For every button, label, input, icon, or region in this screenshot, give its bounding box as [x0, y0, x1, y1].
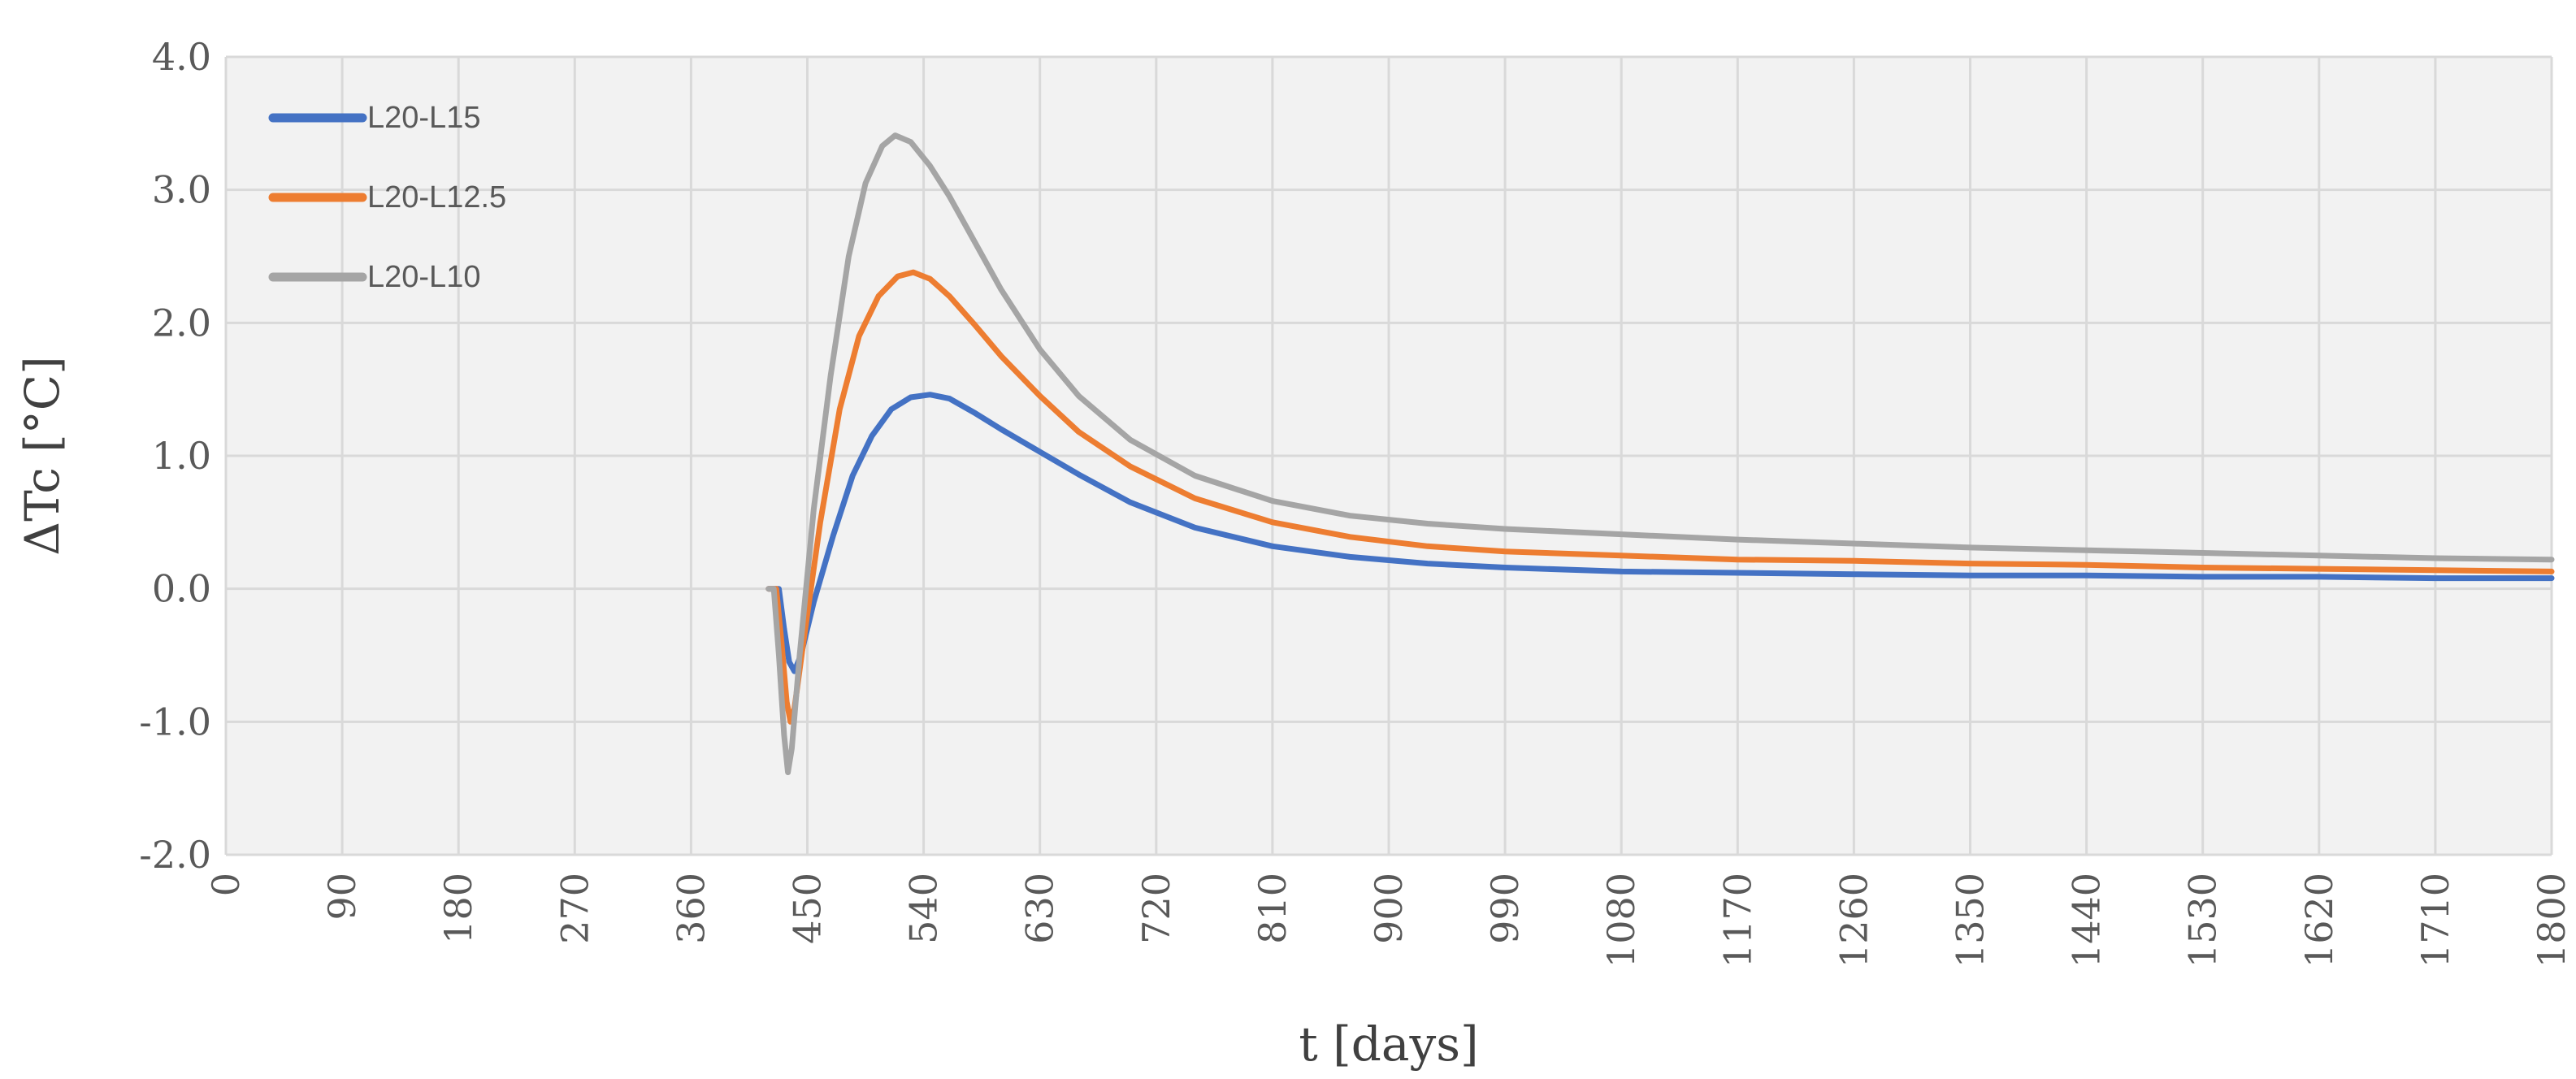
x-tick-labels: 0 90 180 270 360 450 540 630 720 810 900 990 1080 117… — [204, 873, 2574, 968]
x-tick-label: 360 — [669, 873, 713, 944]
x-tick-label: 180 — [436, 873, 480, 944]
x-tick-label: 540 — [902, 873, 946, 944]
gridlines — [224, 55, 2553, 856]
y-tick-label: 4.0 — [152, 35, 211, 79]
x-tick-label: 900 — [1367, 873, 1411, 944]
y-tick-label: 2.0 — [152, 301, 211, 344]
x-axis-title: t [days] — [1299, 1016, 1478, 1072]
y-tick-label: 1.0 — [152, 434, 211, 478]
legend-label: L20-L10 — [367, 260, 480, 294]
legend-label: L20-L12.5 — [367, 180, 506, 214]
x-tick-label: 1620 — [2297, 873, 2341, 968]
x-tick-label: 270 — [553, 873, 596, 944]
x-tick-label: 1440 — [2065, 873, 2109, 968]
y-tick-label: -2.0 — [139, 833, 211, 877]
series-lines — [765, 132, 2555, 775]
y-tick-labels: -2.0 -1.0 0.0 1.0 2.0 3.0 4.0 — [139, 35, 211, 877]
x-tick-label: 0 — [204, 873, 248, 896]
x-tick-label: 720 — [1134, 873, 1178, 944]
y-tick-label: 0.0 — [152, 567, 211, 611]
x-tick-label: 1530 — [2181, 873, 2225, 968]
x-tick-label: 1350 — [1949, 873, 1993, 968]
x-tick-label: 1800 — [2530, 873, 2574, 968]
x-tick-label: 990 — [1483, 873, 1527, 944]
x-tick-label: 450 — [786, 873, 830, 944]
legend: L20-L15 L20-L12.5 L20-L10 — [268, 101, 506, 294]
x-tick-label: 1710 — [2413, 873, 2457, 968]
y-tick-label: 3.0 — [152, 168, 211, 212]
series-line-l20-l10 — [765, 132, 2555, 775]
x-tick-label: 90 — [320, 873, 364, 921]
y-tick-label: -1.0 — [139, 700, 211, 743]
x-tick-label: 1080 — [1599, 873, 1643, 968]
y-axis-title: ΔTc [°C] — [15, 356, 70, 556]
x-tick-label: 810 — [1251, 873, 1295, 944]
legend-label: L20-L15 — [367, 101, 480, 135]
x-tick-label: 1260 — [1832, 873, 1876, 968]
x-tick-label: 630 — [1018, 873, 1062, 944]
x-tick-label: 1170 — [1715, 873, 1759, 968]
